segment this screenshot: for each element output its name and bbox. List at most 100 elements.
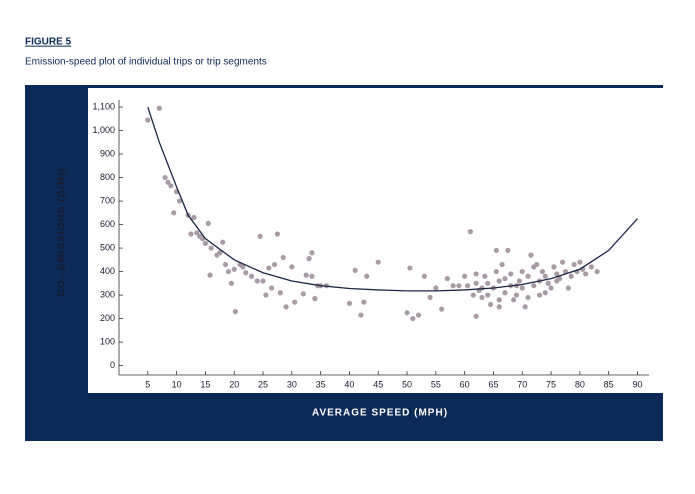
data-point xyxy=(421,273,427,279)
data-point xyxy=(496,297,502,303)
y-tick-label: 1,100 xyxy=(92,101,115,111)
data-point xyxy=(300,291,306,297)
data-point xyxy=(433,285,439,291)
data-point xyxy=(361,299,367,305)
x-tick-label: 15 xyxy=(200,379,210,389)
data-point xyxy=(205,220,211,226)
data-point xyxy=(525,294,531,301)
data-point xyxy=(554,278,560,284)
data-point xyxy=(559,259,566,265)
data-point xyxy=(191,214,197,221)
data-point xyxy=(280,254,286,261)
data-point xyxy=(594,268,600,275)
data-point xyxy=(473,313,479,319)
data-point xyxy=(404,310,410,316)
data-point xyxy=(464,283,471,289)
data-point xyxy=(358,312,364,318)
data-point xyxy=(444,276,450,282)
data-point xyxy=(499,261,505,268)
x-tick-label: 20 xyxy=(229,379,239,389)
data-point xyxy=(519,285,525,291)
data-point xyxy=(257,233,263,239)
plot-area xyxy=(88,88,663,393)
data-point xyxy=(588,264,594,270)
x-axis-label: AVERAGE SPEED (MPH) xyxy=(312,408,448,419)
data-point xyxy=(269,285,275,291)
data-point xyxy=(222,261,229,268)
data-point xyxy=(271,261,278,268)
data-point xyxy=(165,179,171,185)
data-point xyxy=(232,308,238,315)
fit-curve xyxy=(147,106,638,292)
data-point xyxy=(493,268,499,275)
y-tick-label: 800 xyxy=(100,172,115,182)
data-point xyxy=(162,174,168,181)
x-tick-label: 30 xyxy=(287,379,297,389)
data-point xyxy=(188,231,194,237)
data-point xyxy=(274,231,281,237)
data-point xyxy=(306,256,312,262)
data-point xyxy=(505,247,511,254)
data-point xyxy=(364,273,370,279)
data-point xyxy=(352,267,358,274)
data-point xyxy=(482,273,488,279)
data-point xyxy=(427,294,433,301)
x-tick-label: 60 xyxy=(460,379,470,389)
data-point xyxy=(551,264,557,270)
data-point xyxy=(516,278,522,284)
data-point xyxy=(542,290,548,296)
data-point xyxy=(228,280,234,286)
data-point xyxy=(531,283,537,289)
data-point xyxy=(303,272,309,278)
data-point xyxy=(487,301,494,308)
x-tick-label: 75 xyxy=(546,379,556,389)
data-point xyxy=(542,273,548,279)
data-point xyxy=(548,285,554,291)
data-point xyxy=(243,270,249,276)
data-point xyxy=(525,273,531,279)
data-point xyxy=(145,117,151,123)
data-point xyxy=(263,292,269,298)
data-point xyxy=(473,271,479,277)
y-tick-label: 400 xyxy=(100,266,115,276)
data-point xyxy=(531,264,537,270)
data-point xyxy=(577,259,583,265)
data-point xyxy=(496,304,502,310)
data-point xyxy=(539,268,546,275)
data-point xyxy=(502,276,508,282)
x-tick-label: 80 xyxy=(575,379,585,389)
data-point xyxy=(176,198,183,204)
data-point xyxy=(292,299,298,305)
data-point xyxy=(554,271,560,277)
x-tick-label: 85 xyxy=(604,379,614,389)
x-tick-label: 40 xyxy=(344,379,354,389)
data-point xyxy=(450,283,456,289)
data-point xyxy=(479,294,485,301)
data-point xyxy=(168,183,174,189)
subtitle: Emission-speed plot of individual trips … xyxy=(25,57,267,68)
x-tick-label: 50 xyxy=(402,379,412,389)
data-point xyxy=(407,265,413,271)
data-point xyxy=(220,239,226,245)
data-point xyxy=(410,315,416,322)
data-point xyxy=(231,266,237,272)
data-point xyxy=(202,240,209,246)
data-point xyxy=(309,273,315,279)
data-point xyxy=(502,290,508,296)
data-point xyxy=(456,283,462,289)
data-point xyxy=(283,304,289,310)
y-tick-label: 0 xyxy=(110,360,115,370)
data-point xyxy=(470,292,476,298)
y-tick-label: 500 xyxy=(100,242,115,252)
data-point xyxy=(194,230,200,236)
data-point xyxy=(536,292,543,298)
data-point xyxy=(277,290,283,296)
data-point xyxy=(485,280,491,286)
data-point xyxy=(260,278,266,284)
data-point xyxy=(171,210,177,216)
data-point xyxy=(375,259,381,265)
data-point xyxy=(473,280,479,286)
data-point xyxy=(240,264,246,270)
x-tick-label: 45 xyxy=(373,379,383,389)
data-point xyxy=(462,273,468,279)
